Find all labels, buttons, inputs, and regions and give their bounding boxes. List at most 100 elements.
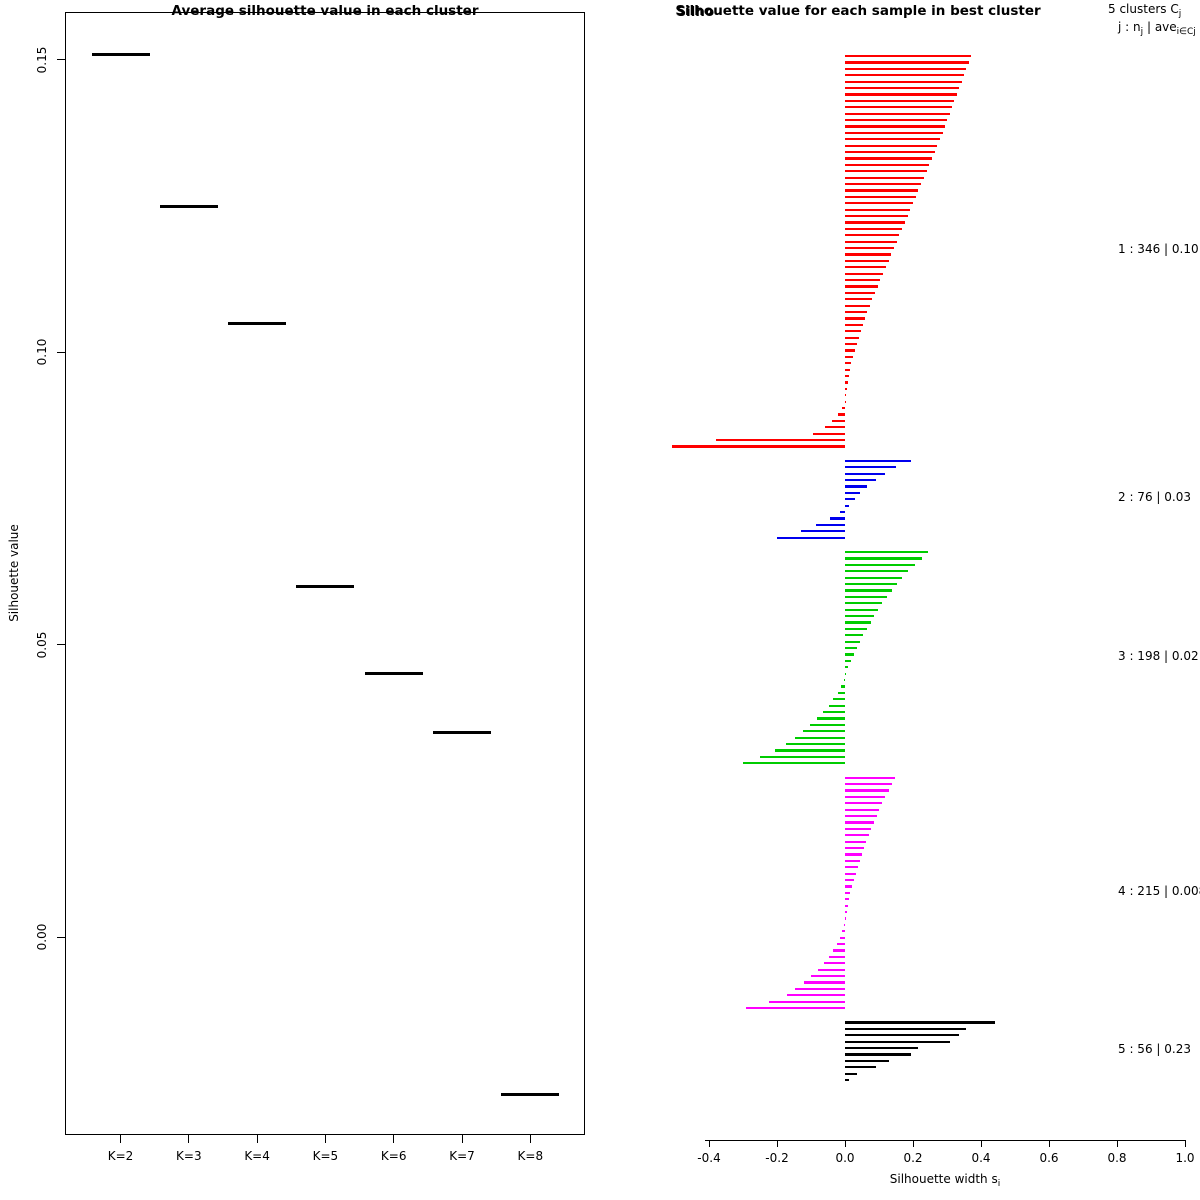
silhouette-bar — [845, 627, 867, 630]
silhouette-bar — [845, 259, 889, 262]
silhouette-bar — [845, 291, 875, 294]
average-silhouette-segment — [296, 584, 355, 588]
silhouette-bar — [845, 247, 894, 250]
silhouette-bar — [841, 407, 845, 410]
x-axis-label-subscript: i — [997, 1179, 1001, 1189]
silhouette-bar — [845, 394, 847, 397]
silhouette-bar — [845, 885, 853, 888]
left-y-tick — [57, 351, 65, 353]
cluster-summary-label: 3 : 198 | 0.02 — [1118, 648, 1199, 663]
legend-header-text: 5 clusters C — [1108, 2, 1179, 16]
silhouette-bar — [845, 74, 964, 77]
silhouette-bar — [845, 202, 913, 205]
silhouette-bar — [845, 847, 865, 850]
cluster-summary-label: 4 : 215 | 0.008 — [1118, 883, 1200, 898]
legend-formula-part: s — [1196, 20, 1200, 34]
left-y-tick — [57, 59, 65, 61]
left-y-tick — [57, 644, 65, 646]
silhouette-bar — [845, 1027, 966, 1030]
silhouette-bar — [845, 330, 861, 333]
silhouette-bar — [802, 730, 845, 733]
silhouette-bar — [845, 551, 929, 554]
silhouette-bar — [843, 679, 845, 682]
silhouette-bar — [845, 815, 877, 818]
silhouette-bar — [810, 723, 845, 726]
silhouette-bar — [845, 61, 969, 64]
silhouette-bar — [845, 583, 897, 586]
silhouette-bar — [845, 472, 886, 475]
silhouette-bar — [845, 355, 854, 358]
right-x-tick — [1116, 1140, 1118, 1147]
silhouette-bar — [845, 504, 850, 507]
silhouette-bar — [845, 485, 868, 488]
silhouette-bar — [845, 272, 884, 275]
silhouette-bar — [845, 659, 852, 662]
silhouette-bar — [839, 511, 845, 514]
legend-formula-subscript: i∈Cj — [1176, 27, 1196, 37]
left-x-tick — [461, 1135, 463, 1143]
silhouette-bar — [845, 387, 847, 390]
left-x-tick-label: K=8 — [517, 1149, 544, 1163]
right-x-tick-label: 0.6 — [1039, 1151, 1059, 1165]
silhouette-bar — [843, 923, 845, 926]
silhouette-bar — [845, 827, 872, 830]
silhouette-bar — [845, 279, 881, 282]
silhouette-bar — [817, 717, 845, 720]
left-y-tick — [57, 936, 65, 938]
right-x-tick-label: 0.8 — [1107, 1151, 1127, 1165]
silhouette-bar — [845, 466, 896, 469]
silhouette-bar — [845, 151, 935, 154]
silhouette-bar — [845, 323, 863, 326]
silhouette-bar — [837, 691, 845, 694]
silhouette-bar — [836, 943, 845, 946]
right-x-axis-label: Silhouette width si — [890, 1172, 1001, 1189]
silhouette-bar — [845, 615, 875, 618]
silhouette-bar — [845, 834, 869, 837]
left-chart-title: Average silhouette value in each cluster — [171, 3, 479, 19]
silhouette-bar — [845, 491, 861, 494]
silhouette-bar — [839, 936, 845, 939]
silhouette-bar — [845, 634, 864, 637]
silhouette-bar — [795, 987, 845, 990]
silhouette-bar — [845, 602, 883, 605]
left-x-tick-label: K=6 — [380, 1149, 407, 1163]
silhouette-bar — [845, 898, 850, 901]
silhouette-bar — [845, 821, 874, 824]
silhouette-bar — [845, 119, 948, 122]
silhouette-bar — [845, 866, 858, 869]
average-silhouette-segment — [91, 52, 150, 56]
cluster-summary-label: 1 : 346 | 0.10 — [1118, 242, 1199, 257]
silhouette-bar — [845, 208, 911, 211]
silhouette-bar — [845, 891, 851, 894]
silhouette-bar — [760, 755, 845, 758]
silhouette-bar — [671, 445, 845, 448]
silhouette-bar — [845, 621, 871, 624]
silhouette-bar — [845, 163, 930, 166]
silhouette-bar — [828, 704, 845, 707]
silhouette-bar — [786, 994, 845, 997]
right-x-axis-line — [705, 1140, 1185, 1141]
right-x-tick — [708, 1140, 710, 1147]
legend-formula-part: j : n — [1118, 20, 1141, 34]
silhouette-bar — [845, 647, 857, 650]
silhouette-bar — [845, 783, 892, 786]
silhouette-bar — [845, 672, 847, 675]
silhouette-bar — [845, 789, 889, 792]
silhouette-bar — [845, 576, 903, 579]
silhouette-bar — [845, 285, 878, 288]
silhouette-bar — [845, 1059, 890, 1062]
silhouette-bar — [811, 975, 845, 978]
right-x-tick-label: -0.4 — [697, 1151, 721, 1165]
legend-formula-part: | ave — [1143, 20, 1177, 34]
average-silhouette-segment — [228, 321, 287, 325]
silhouette-bar — [845, 311, 868, 314]
silhouette-bar — [845, 234, 900, 237]
left-y-tick-label: 0.15 — [35, 46, 49, 74]
left-y-tick-label: 0.05 — [35, 631, 49, 659]
silhouette-bar — [845, 368, 851, 371]
silhouette-bar — [845, 183, 922, 186]
legend-formula-subscript: j — [1140, 27, 1144, 37]
silhouette-bar — [845, 349, 855, 352]
average-silhouette-segment — [501, 1093, 560, 1097]
left-x-tick-label: K=3 — [176, 1149, 202, 1163]
